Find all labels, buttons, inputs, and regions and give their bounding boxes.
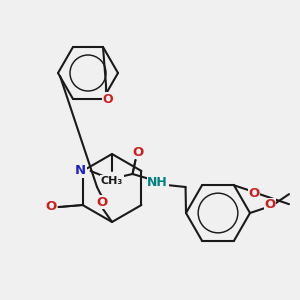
Text: O: O [96, 196, 108, 208]
Text: CH₃: CH₃ [101, 176, 123, 186]
Text: O: O [248, 187, 260, 200]
Text: O: O [132, 146, 143, 158]
Text: NH: NH [147, 176, 168, 188]
Text: N: N [75, 164, 86, 178]
Text: O: O [45, 200, 56, 214]
Text: O: O [264, 199, 276, 212]
Text: O: O [103, 92, 113, 106]
